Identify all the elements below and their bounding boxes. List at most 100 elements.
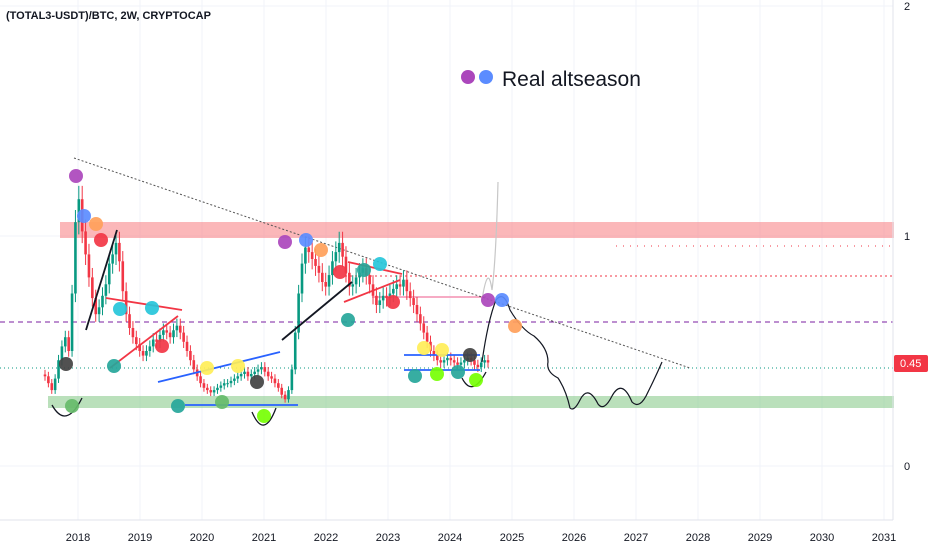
markers (59, 169, 522, 423)
candle-body (47, 376, 50, 384)
marker-dot (417, 341, 431, 355)
candle-body (91, 277, 94, 299)
candle-body (202, 383, 206, 388)
candle-body (459, 362, 463, 365)
candle-body (419, 314, 422, 324)
candle-body (128, 314, 131, 328)
candle-body (63, 337, 67, 347)
candle-body (307, 247, 311, 253)
candle-body (124, 291, 128, 315)
candle-body (219, 385, 223, 388)
marker-dot (408, 369, 422, 383)
candle-body (50, 383, 54, 391)
y-tick-2: 2 (904, 1, 910, 13)
candle-body (354, 277, 358, 285)
candle-body (476, 364, 480, 368)
candle-body (442, 360, 446, 363)
candle-body (101, 295, 104, 308)
candle-body (114, 242, 118, 255)
candle-body (452, 360, 456, 363)
candle-body (145, 351, 148, 356)
candle-body (479, 362, 483, 368)
candle-body (222, 383, 226, 386)
x-tick-label: 2027 (624, 532, 648, 544)
marker-dot (215, 395, 229, 409)
marker-dot (469, 373, 483, 387)
candle-body (206, 387, 209, 391)
candle-body (249, 374, 253, 377)
projection-path (481, 296, 663, 410)
marker-dot (299, 233, 313, 247)
candle-body (229, 380, 233, 384)
candle-body (435, 355, 439, 361)
candle-body (70, 293, 74, 351)
candle-body (290, 369, 294, 391)
candle-body (337, 242, 341, 253)
candle-body (178, 325, 182, 333)
candle-body (486, 360, 490, 363)
candle-body (131, 328, 135, 338)
candle-body (165, 330, 169, 333)
marker-dot (231, 359, 245, 373)
candle-body (53, 378, 57, 391)
candle-body (327, 275, 331, 287)
candle-body (293, 332, 297, 370)
candle-body (212, 390, 216, 393)
x-tick-label: 2029 (748, 532, 772, 544)
x-tick-label: 2028 (686, 532, 710, 544)
x-tick-label: 2024 (438, 532, 462, 544)
candle-body (43, 374, 47, 377)
candle-body (151, 339, 155, 347)
candle-body (344, 256, 348, 273)
candle-body (398, 284, 402, 287)
x-tick-label: 2031 (872, 532, 896, 544)
candle-body (260, 367, 263, 370)
candle-body (253, 371, 256, 374)
marker-dot (373, 257, 387, 271)
bottom-arcs (51, 371, 487, 426)
marker-dot (250, 375, 264, 389)
x-tick-label: 2022 (314, 532, 338, 544)
candle-body (135, 337, 138, 345)
candle-body (233, 378, 236, 381)
candle-body (192, 360, 196, 370)
candle-body (57, 360, 60, 379)
candle-body (162, 330, 165, 335)
candle-body (341, 242, 344, 257)
marker-dot (59, 357, 73, 371)
x-axis-ticks: 2018 2019 2020 2021 2022 2023 2024 2025 2026 2027… (66, 532, 896, 544)
candle-body (155, 339, 158, 342)
last-price-label: 0.45 (900, 358, 921, 370)
candle-body (148, 346, 152, 351)
marker-dot (341, 313, 355, 327)
marker-dot (357, 263, 371, 277)
candle-body (432, 351, 436, 356)
candle-body (331, 261, 334, 276)
candle-body (111, 254, 114, 264)
projection-spike (481, 181, 499, 301)
candle-body (60, 346, 64, 361)
marker-dot (386, 295, 400, 309)
candle-body (408, 291, 412, 299)
candle-body (158, 334, 162, 342)
candle-body (304, 247, 307, 264)
x-tick-label: 2030 (810, 532, 834, 544)
candle-body (378, 300, 382, 305)
candle-body (446, 357, 449, 361)
candle-body (189, 351, 192, 361)
y-tick-0: 0 (904, 461, 910, 473)
candle-body (84, 231, 87, 255)
marker-dot (145, 301, 159, 315)
candle-body (456, 362, 459, 365)
marker-dot (430, 367, 444, 381)
candle-body (77, 199, 81, 223)
marker-dot (314, 243, 328, 257)
candle-body (320, 272, 324, 282)
marker-dot (200, 361, 214, 375)
marker-dot (65, 399, 79, 413)
candle-body (439, 360, 442, 363)
candle-body (277, 383, 280, 388)
candle-body (381, 295, 385, 301)
candle-body (314, 259, 317, 266)
